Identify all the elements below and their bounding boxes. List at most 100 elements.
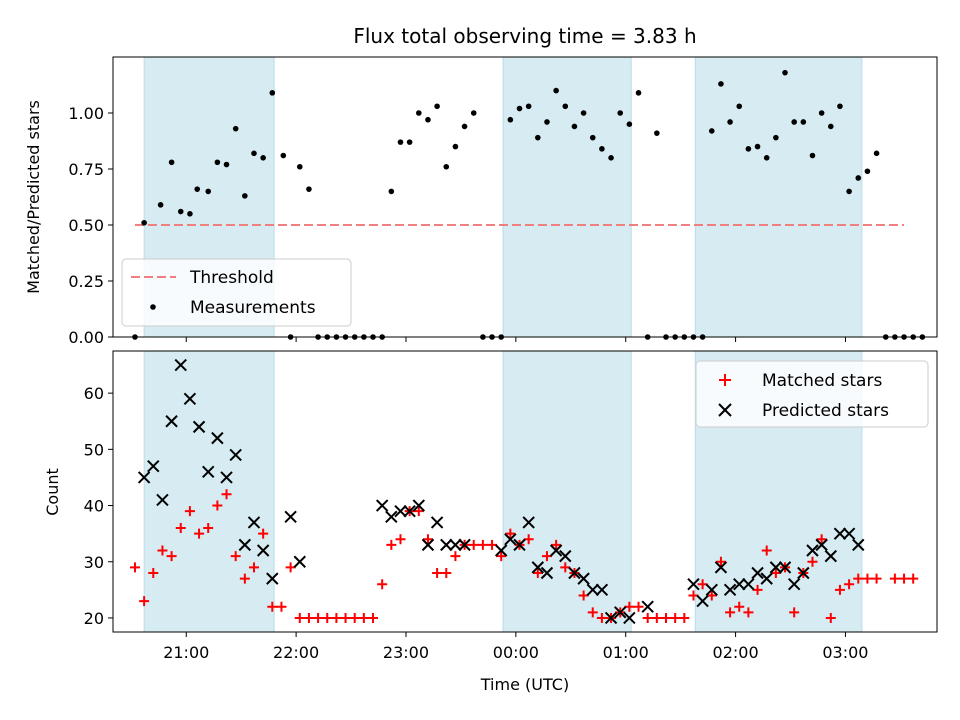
predicted-star-point xyxy=(211,431,224,445)
measurement-point xyxy=(617,110,624,116)
measurement-point xyxy=(306,186,312,192)
matched-star-point xyxy=(706,590,717,601)
x-axis-label: Time (UTC) xyxy=(480,675,569,694)
top-y-axis: 0.00 0.25 0.50 0.75 1.00 xyxy=(68,104,113,347)
measurement-point xyxy=(736,103,743,110)
matched-star-point xyxy=(239,573,250,584)
matched-star-point xyxy=(825,612,836,623)
top-legend-box xyxy=(121,258,352,327)
predicted-star-point xyxy=(394,504,407,518)
predicted-star-point xyxy=(174,358,187,372)
matched-star-point xyxy=(679,612,690,623)
measurement-point xyxy=(516,105,523,112)
predicted-star-point xyxy=(824,549,838,563)
matched-star-point xyxy=(697,579,708,590)
matched-star-point xyxy=(175,523,186,534)
bottom-legend[interactable]: Matched stars Predicted stars xyxy=(695,360,929,428)
measurement-point xyxy=(194,186,201,192)
measurement-point xyxy=(214,159,221,166)
matched-star-point xyxy=(294,612,305,623)
bottom-y-axis-label: Count xyxy=(43,468,62,516)
measurement-point xyxy=(443,163,450,170)
measurement-point xyxy=(763,155,770,161)
matched-star-point xyxy=(715,556,726,567)
x-tick-label: 21:00 xyxy=(163,643,209,662)
measurement-point xyxy=(754,143,761,150)
matched-star-point xyxy=(642,612,653,623)
measurement-point xyxy=(727,119,733,125)
predicted-star-point xyxy=(229,448,242,462)
y-tick-label: 50 xyxy=(84,440,104,459)
matched-star-point xyxy=(322,612,333,623)
observing-window xyxy=(502,56,632,338)
measurement-point xyxy=(745,146,752,152)
x-tick-label: 01:00 xyxy=(603,643,649,662)
bottom-panel: 20 30 40 50 60 21:00 22:00 23:00 00:00 01:00 02:0… xyxy=(43,350,938,694)
matched-star-point xyxy=(770,567,781,578)
matched-star-point xyxy=(487,539,498,550)
matched-star-point xyxy=(761,545,772,556)
measurement-point xyxy=(280,152,287,159)
measurement-point xyxy=(571,123,578,130)
measurement-point xyxy=(782,69,788,76)
measurement-point xyxy=(818,110,825,116)
measurement-point xyxy=(269,90,276,96)
measurement-point xyxy=(260,155,266,161)
x-tick-label: 22:00 xyxy=(273,643,319,662)
measurement-point xyxy=(809,152,816,159)
matched-star-point xyxy=(468,539,479,550)
measurement-point xyxy=(837,103,843,110)
measurement-point xyxy=(626,121,633,127)
predicted-star-point xyxy=(375,499,389,512)
matched-star-point xyxy=(358,612,369,623)
top-legend[interactable]: Threshold Measurements xyxy=(121,258,352,327)
measurement-point xyxy=(525,103,532,110)
threshold-legend-label: Threshold xyxy=(189,268,274,288)
predicted-star-point xyxy=(696,594,709,608)
x-tick-label: 03:00 xyxy=(822,643,868,662)
predicted-star-point xyxy=(403,504,416,518)
matched-star-point xyxy=(194,528,205,539)
predicted-star-point xyxy=(183,392,197,405)
measurement-point xyxy=(242,193,248,199)
predicted-star-point xyxy=(842,527,856,540)
matched-star-point xyxy=(285,562,296,573)
measurement-point xyxy=(773,134,779,141)
y-tick-label: 20 xyxy=(84,609,104,628)
predicted-star-point xyxy=(284,510,297,523)
matched-star-point xyxy=(395,534,406,545)
matched-star-points xyxy=(129,489,919,623)
matched-star-point xyxy=(477,539,488,550)
predicted-star-point xyxy=(522,516,535,529)
measurement-point xyxy=(589,134,596,141)
predicted-star-point xyxy=(458,538,471,552)
y-tick-label: 60 xyxy=(84,384,104,403)
measurement-point xyxy=(223,161,230,168)
predicted-star-point xyxy=(147,460,160,473)
matched-star-point xyxy=(139,596,150,607)
matched-star-point xyxy=(184,506,195,517)
matched-star-point xyxy=(660,612,671,623)
matched-star-point xyxy=(889,573,900,584)
predicted-star-point xyxy=(412,499,426,512)
matched-star-point xyxy=(441,567,452,578)
matched-star-point xyxy=(331,612,342,623)
measurement-point xyxy=(599,146,605,152)
measurement-point xyxy=(397,139,404,145)
predicted-star-point xyxy=(440,538,453,552)
bottom-legend-box xyxy=(695,360,929,428)
matched-star-point xyxy=(633,601,644,612)
predicted-star-point xyxy=(714,561,728,574)
predicted-star-point xyxy=(806,544,819,557)
measurements-legend-label: Measurements xyxy=(190,298,316,318)
predicted-star-points xyxy=(137,358,865,625)
matched-star-point xyxy=(422,534,433,545)
matched-star-point xyxy=(816,534,827,545)
predicted-star-point xyxy=(787,578,801,591)
predicted-star-point xyxy=(156,493,169,507)
predicted-star-point xyxy=(623,611,636,625)
matched-star-point xyxy=(386,539,397,550)
bottom-x-axis: 21:00 22:00 23:00 00:00 01:00 02:00 03:00 xyxy=(163,632,868,662)
matched-star-point xyxy=(725,607,736,618)
